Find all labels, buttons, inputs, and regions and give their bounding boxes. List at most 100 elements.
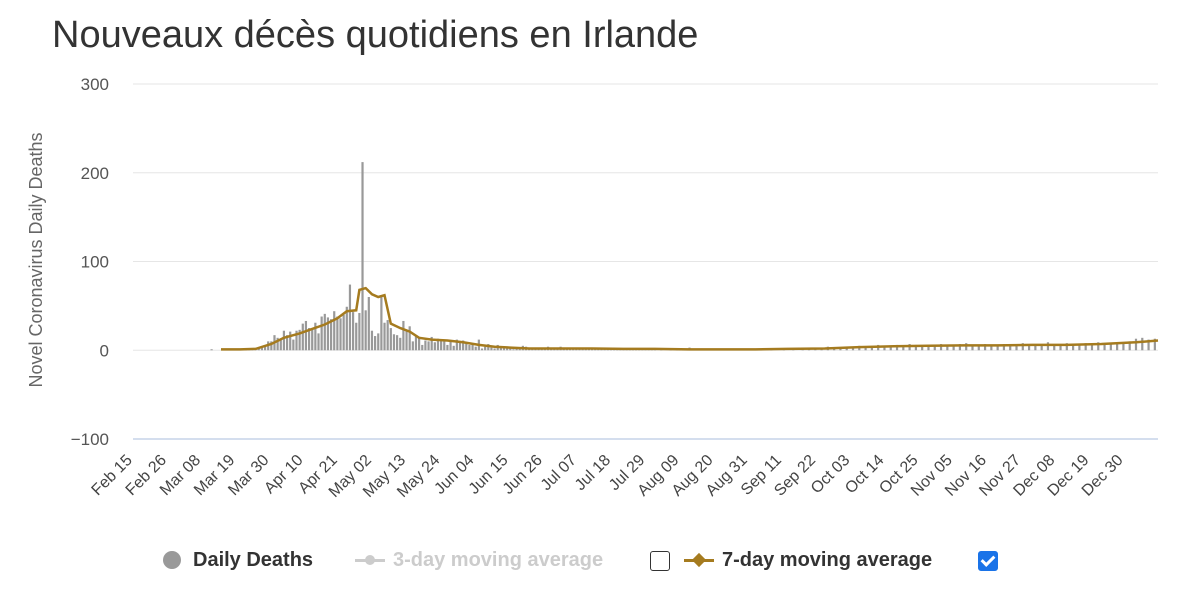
3day-line-marker-icon [355,552,385,568]
legend: Daily Deaths 3-day moving average 7-day … [0,540,1189,580]
bar [345,306,348,351]
bar [370,330,374,351]
bar [367,297,370,351]
daily-deaths-bars [210,162,1156,351]
bar [380,295,383,351]
bar [946,345,949,351]
bar [452,345,455,351]
bar [433,342,436,351]
x-tick-label: Jul 18 [572,452,614,494]
avg7-line [221,286,1159,351]
bar [358,312,361,351]
bar [1084,343,1087,351]
chart-canvas: 300 200 100 0 −100 Novel Coronavirus Daily D… [26,75,1159,501]
bar [921,346,924,351]
y-tick-label: 300 [81,75,109,94]
bar [377,333,380,351]
bar [405,330,408,351]
daily-deaths-marker-icon [163,551,181,569]
7day-average-checkbox[interactable] [978,551,998,571]
bar [351,312,355,351]
bar [462,340,465,351]
legend-label: 7-day moving average [722,548,933,571]
bar [502,347,506,351]
bar [1002,344,1006,351]
bar [889,346,892,351]
bar [342,314,345,351]
bar [446,344,449,351]
bar [260,347,264,351]
bar [210,349,213,351]
bar [307,328,311,351]
bar [1040,344,1043,351]
bar [471,344,474,351]
bar [389,328,392,351]
bar [329,319,333,351]
bar [339,318,342,351]
bar [864,347,867,351]
bar [424,340,427,351]
legend-7day-average[interactable]: 7-day moving average [684,540,932,580]
bar [914,344,917,351]
bar [326,317,330,351]
bar [320,316,323,351]
bar [295,330,298,351]
bar [301,323,304,351]
bar [392,334,396,351]
bar [933,344,936,351]
bar [1072,344,1075,351]
bar [285,335,289,351]
bar [952,344,955,351]
bar [480,348,484,351]
bar [1065,343,1068,351]
bar [427,341,430,351]
bar [493,348,496,351]
bar [386,320,389,351]
bar [292,339,295,351]
bar [289,331,292,351]
bar [276,337,279,351]
bar [1046,342,1050,351]
bar [1103,343,1106,351]
bar [996,345,999,351]
bar [965,343,968,351]
y-axis-label: Novel Coronavirus Daily Deaths [26,132,46,387]
bar [311,329,314,351]
3day-average-checkbox[interactable] [650,551,670,571]
bar [958,344,962,351]
bar [1097,342,1100,351]
bar [436,338,440,351]
bar [1053,344,1056,351]
bar [506,348,509,351]
bar [421,344,424,351]
legend-3day-average[interactable]: 3-day moving average [355,540,603,580]
bar [443,341,446,351]
bar [364,310,367,351]
bar [1090,344,1094,351]
bar [1059,344,1062,351]
bar [990,344,993,351]
bar [374,336,377,351]
bar [396,335,399,351]
7day-line-marker-icon [684,552,714,568]
legend-label: 3-day moving average [393,548,604,571]
bar [430,336,433,351]
bar [279,338,282,351]
bar [845,347,848,351]
bar [983,344,987,351]
bar [1153,338,1156,351]
bar [336,316,339,351]
bar [304,320,308,351]
bar [270,341,273,351]
bar [411,341,414,351]
bar [1034,345,1037,351]
legend-daily-deaths[interactable]: Daily Deaths [163,540,313,580]
bar [474,346,477,351]
bar [383,322,386,351]
x-tick-label: Jun 26 [500,452,546,498]
bar [333,311,336,351]
bar [902,345,905,351]
bar [490,347,493,351]
bar [314,322,317,351]
bar [402,320,405,351]
